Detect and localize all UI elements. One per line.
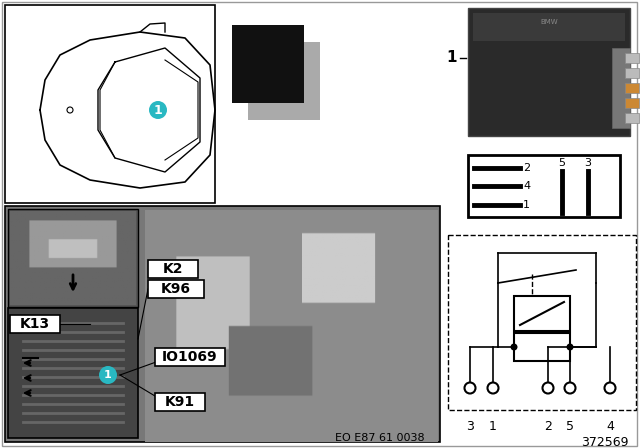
Text: BMW: BMW: [540, 19, 558, 25]
Bar: [473, 13, 625, 41]
Text: K96: K96: [161, 282, 191, 296]
Bar: [625, 53, 639, 63]
Text: 372569: 372569: [581, 435, 628, 448]
Text: 2: 2: [523, 163, 530, 173]
Bar: [625, 98, 639, 108]
Text: K2: K2: [163, 262, 183, 276]
Bar: [155, 348, 225, 366]
Bar: [10, 315, 60, 333]
Text: 3: 3: [466, 420, 474, 433]
Text: 4: 4: [523, 181, 530, 191]
Text: EO E87 61 0038: EO E87 61 0038: [335, 433, 425, 443]
Circle shape: [465, 383, 476, 393]
Bar: [448, 235, 636, 410]
Text: 1: 1: [489, 420, 497, 433]
Bar: [468, 155, 620, 217]
Bar: [514, 333, 570, 361]
Bar: [5, 206, 440, 442]
Circle shape: [605, 383, 616, 393]
Text: 4: 4: [606, 420, 614, 433]
Text: 1: 1: [523, 200, 530, 210]
Circle shape: [564, 383, 575, 393]
Circle shape: [543, 383, 554, 393]
Bar: [8, 209, 138, 307]
Bar: [155, 393, 205, 411]
Bar: [625, 113, 639, 123]
Circle shape: [566, 344, 573, 350]
Text: K91: K91: [165, 395, 195, 409]
Circle shape: [149, 101, 167, 119]
Circle shape: [488, 383, 499, 393]
Bar: [8, 308, 138, 438]
Bar: [468, 8, 630, 136]
Bar: [625, 83, 639, 93]
Text: 1: 1: [154, 103, 163, 116]
Bar: [148, 280, 204, 298]
Bar: [612, 48, 630, 128]
Text: IO1069: IO1069: [162, 350, 218, 364]
Bar: [625, 68, 639, 78]
Text: 5: 5: [566, 420, 574, 433]
Bar: [5, 5, 215, 203]
Text: 3: 3: [584, 158, 591, 168]
Text: 1: 1: [104, 370, 112, 380]
Bar: [514, 296, 570, 331]
Circle shape: [511, 344, 518, 350]
Text: 5: 5: [559, 158, 566, 168]
Bar: [232, 25, 304, 103]
Text: K13: K13: [20, 317, 50, 331]
Text: 2: 2: [544, 420, 552, 433]
Bar: [248, 42, 320, 120]
Circle shape: [99, 366, 117, 384]
Text: 1: 1: [447, 51, 457, 65]
Bar: [148, 260, 198, 278]
